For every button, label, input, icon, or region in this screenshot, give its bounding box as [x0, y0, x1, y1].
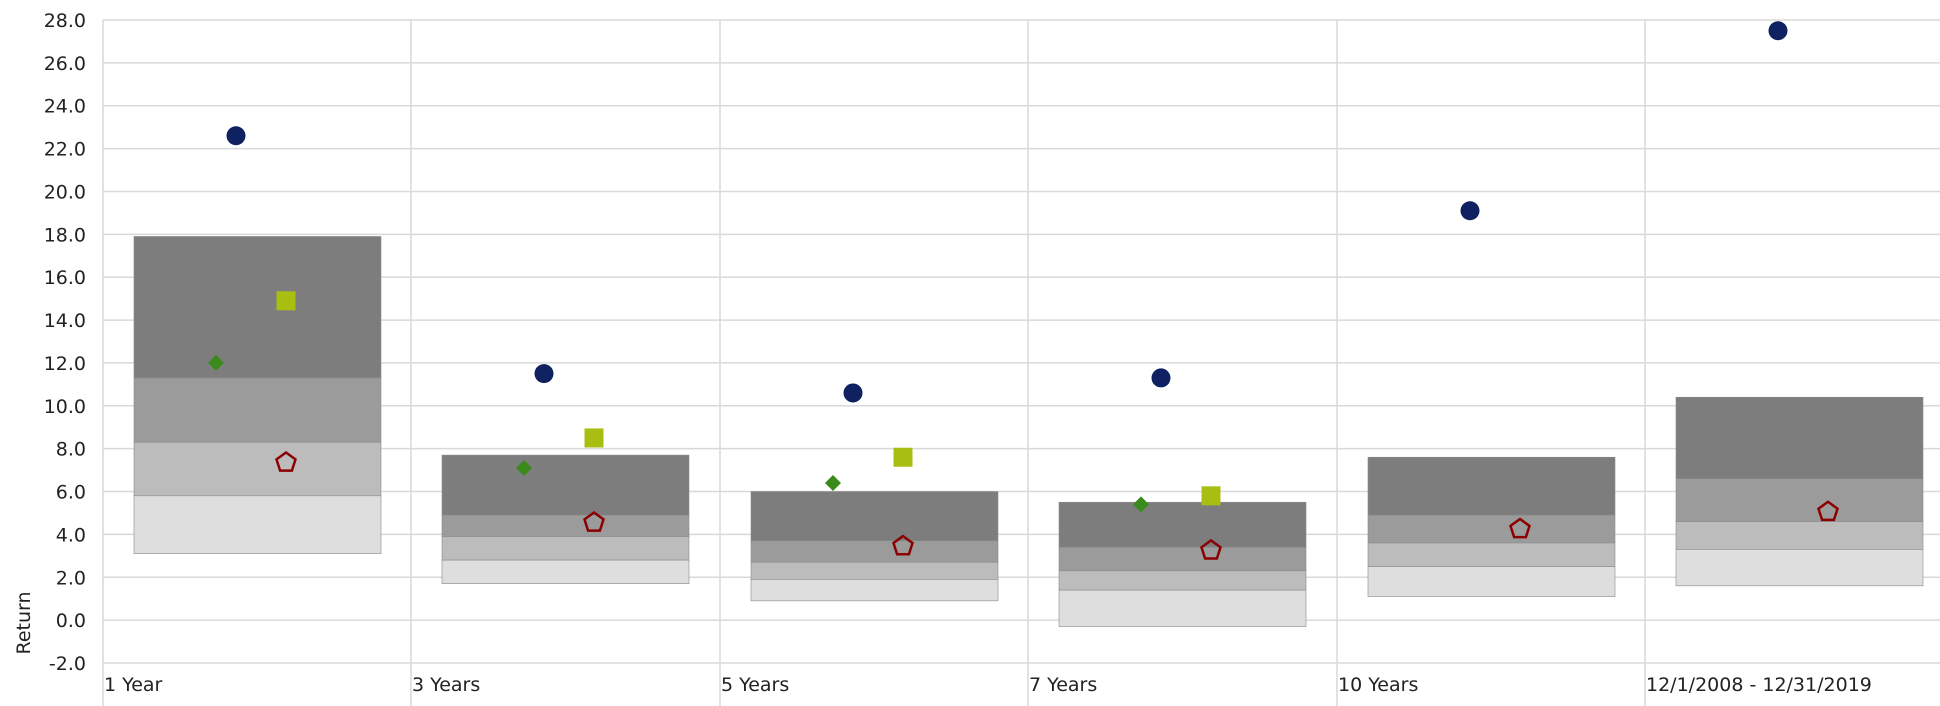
y-tick-label: 28.0	[44, 10, 86, 32]
percentile-band	[1058, 570, 1307, 591]
y-tick-label: 8.0	[56, 439, 86, 461]
y-tick-label: 22.0	[44, 139, 86, 161]
data-point-square	[893, 447, 913, 467]
x-category-label: 10 Years	[1338, 674, 1418, 696]
percentile-band	[1675, 396, 1924, 479]
data-point-circle	[1768, 21, 1788, 41]
percentile-bands	[133, 236, 1924, 627]
data-point-pentagon	[1509, 517, 1531, 539]
y-tick-label: 16.0	[44, 267, 86, 289]
x-category-label: 3 Years	[412, 674, 480, 696]
y-tick-label: 20.0	[44, 181, 86, 203]
y-tick-label: 0.0	[56, 610, 86, 632]
data-point-square	[584, 428, 604, 448]
data-markers	[208, 21, 1839, 560]
y-tick-label: 2.0	[56, 567, 86, 589]
percentile-band	[750, 540, 999, 563]
percentile-band	[1058, 501, 1307, 548]
x-category-label: 12/1/2008 - 12/31/2019	[1646, 674, 1872, 696]
data-point-square	[1201, 486, 1221, 506]
percentile-band	[133, 377, 382, 443]
data-point-pentagon	[275, 450, 297, 472]
y-tick-label: 24.0	[44, 96, 86, 118]
data-point-circle	[1460, 201, 1480, 221]
percentile-band	[1058, 546, 1307, 572]
x-axis-categories: 1 Year 3 Years 5 Years 7 Years 10 Years 12/1/…	[104, 674, 1872, 696]
percentile-band	[1058, 589, 1307, 627]
y-tick-label: 18.0	[44, 224, 86, 246]
percentile-band	[750, 561, 999, 580]
percentile-band	[1367, 542, 1616, 567]
y-axis-ticks: 28.0 26.0 24.0 22.0 20.0 18.0 16.0 14.0 12.0 10.0…	[44, 10, 86, 675]
percentile-band	[1367, 456, 1616, 516]
y-tick-label: 10.0	[44, 396, 86, 418]
y-tick-label: 14.0	[44, 310, 86, 332]
data-point-circle	[843, 383, 863, 403]
percentile-band	[441, 454, 690, 516]
x-category-label: 1 Year	[104, 674, 163, 696]
data-point-pentagon	[583, 510, 605, 532]
percentile-band	[133, 236, 382, 379]
y-tick-label: 4.0	[56, 524, 86, 546]
percentile-band	[750, 579, 999, 602]
data-point-circle	[534, 364, 554, 384]
percentile-band	[1367, 514, 1616, 544]
grid-lines	[102, 19, 1940, 706]
data-point-pentagon	[892, 534, 914, 556]
data-point-pentagon	[1200, 538, 1222, 560]
data-point-diamond	[1133, 496, 1149, 513]
y-tick-label: 12.0	[44, 353, 86, 375]
percentile-band	[1675, 549, 1924, 587]
y-tick-label: 26.0	[44, 53, 86, 75]
percentile-band	[750, 491, 999, 542]
percentile-band	[1675, 521, 1924, 550]
data-point-square	[276, 291, 296, 311]
data-point-diamond	[825, 474, 841, 491]
data-point-circle	[226, 126, 246, 146]
percentile-band	[1367, 566, 1616, 597]
percentile-band	[441, 536, 690, 561]
x-category-label: 7 Years	[1029, 674, 1097, 696]
percentile-band	[133, 495, 382, 554]
data-point-diamond	[516, 459, 532, 476]
y-axis-label: Return	[13, 591, 35, 654]
y-tick-label: -2.0	[49, 653, 86, 675]
x-category-label: 5 Years	[721, 674, 789, 696]
percentile-band	[441, 514, 690, 537]
data-point-diamond	[208, 354, 224, 371]
data-point-circle	[1151, 368, 1171, 388]
y-tick-label: 6.0	[56, 482, 86, 504]
percentile-band	[133, 441, 382, 497]
percentile-band	[1675, 478, 1924, 522]
percentile-band	[441, 559, 690, 584]
data-point-pentagon	[1817, 500, 1839, 522]
